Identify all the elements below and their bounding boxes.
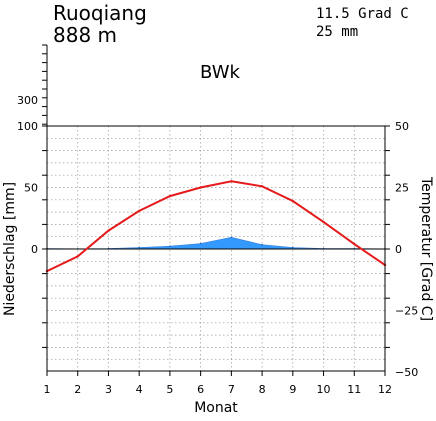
temperature-line-group — [45, 180, 387, 273]
x-tick-label: 9 — [289, 383, 296, 396]
temperature-point — [199, 186, 202, 189]
mean-temperature: 11.5 Grad C — [316, 6, 409, 22]
x-axis-title: Monat — [194, 400, 238, 416]
temperature-point — [138, 209, 141, 213]
right-axis-title: Temperatur [Grad C] — [418, 176, 434, 321]
precipitation-point — [199, 242, 202, 245]
precipitation-point — [230, 236, 233, 239]
x-tick-label: 5 — [166, 383, 173, 396]
temperature-point — [260, 185, 264, 188]
right-tick-label: −25 — [395, 305, 418, 318]
temperature-line — [46, 180, 386, 273]
left-tick-label: 0 — [31, 243, 38, 256]
right-tick-label: 50 — [395, 120, 409, 133]
precipitation-point — [292, 246, 294, 249]
right-tick-label: −50 — [395, 366, 418, 379]
x-tick-label: 2 — [74, 383, 81, 396]
precipitation-area-group — [46, 236, 386, 250]
right-tick-label: 25 — [395, 182, 409, 195]
x-tick-label: 8 — [259, 383, 266, 396]
x-tick-label: 7 — [228, 383, 235, 396]
left-axis-title: Niederschlag [mm] — [2, 182, 18, 316]
station-name: Ruoqiang — [53, 1, 147, 25]
left-tick-label: 50 — [24, 182, 38, 195]
x-tick-label: 3 — [105, 383, 112, 396]
right-tick-label: 0 — [395, 243, 402, 256]
x-tick-label: 12 — [378, 383, 392, 396]
temperature-point — [291, 199, 294, 203]
x-tick-label: 1 — [44, 383, 51, 396]
x-tick-label: 10 — [317, 383, 331, 396]
precipitation-point — [169, 245, 171, 247]
temperature-point — [107, 229, 110, 232]
left-tick-label: 100 — [17, 120, 38, 133]
station-elevation: 888 m — [53, 23, 117, 47]
temperature-point — [322, 220, 325, 224]
x-tick-label: 6 — [197, 383, 204, 396]
temperature-point — [76, 255, 79, 258]
x-tick-label: 11 — [347, 383, 361, 396]
grid — [47, 126, 385, 371]
precipitation-point — [138, 246, 140, 249]
temperature-point — [168, 194, 172, 198]
precipitation-point — [261, 243, 263, 246]
temperature-point — [230, 180, 233, 183]
x-tick-label: 4 — [136, 383, 143, 396]
left-tick-label-compressed: 300 — [17, 94, 38, 107]
climate-class: BWk — [200, 62, 241, 83]
axes — [42, 44, 390, 376]
annual-precipitation: 25 mm — [316, 24, 358, 40]
temperature-point — [353, 242, 356, 246]
